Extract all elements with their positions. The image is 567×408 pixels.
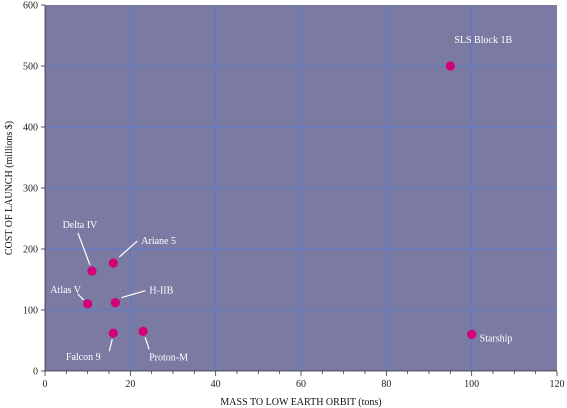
label-leader-line [77,232,91,266]
data-point [110,298,120,308]
x-tick-label: 60 [296,379,306,390]
y-axis-title: COST OF LAUNCH (millions $) [4,121,15,255]
point-label: Ariane 5 [141,236,176,247]
y-tick-label: 200 [23,245,38,256]
y-tick-label: 0 [33,367,38,378]
axis-ticks: 0 20 40 60 80 100 120 0 100 200 300 400 500 600 [23,1,565,391]
x-tick-label: 0 [43,379,48,390]
y-tick-label: 600 [23,1,38,12]
data-point [467,329,477,339]
data-point [108,258,118,268]
label-leader-line [144,337,150,350]
data-point [83,299,93,309]
label-leader-line [108,339,113,352]
label-leader-lines [77,232,150,352]
x-tick-label: 120 [550,379,565,390]
point-label: Proton-M [149,352,188,363]
point-label: H-IIB [149,286,173,297]
point-labels: SLS Block 1B Starship Delta IV Ariane 5 Atla… [50,35,512,363]
x-axis-title: MASS TO LOW EARTH ORBIT (tons) [220,397,381,408]
y-tick-label: 100 [23,306,38,317]
y-tick-label: 300 [23,184,38,195]
label-leader-line [121,290,146,299]
y-tick-label: 400 [23,123,38,134]
point-label: Falcon 9 [66,352,101,363]
data-points [83,61,477,339]
data-point [87,266,97,276]
point-label: Atlas V [50,285,81,296]
y-tick-label: 500 [23,62,38,73]
x-tick-label: 40 [211,379,221,390]
x-tick-label: 20 [125,379,135,390]
point-label: SLS Block 1B [454,35,512,46]
data-point [108,328,118,338]
x-tick-label: 80 [381,379,391,390]
data-point [138,326,148,336]
data-point [445,61,455,71]
label-leader-line [77,293,85,301]
point-label: Delta IV [63,220,98,231]
point-label: Starship [480,333,513,344]
grid-lines [45,5,557,371]
x-tick-label: 100 [464,379,479,390]
label-leader-line [118,240,138,258]
